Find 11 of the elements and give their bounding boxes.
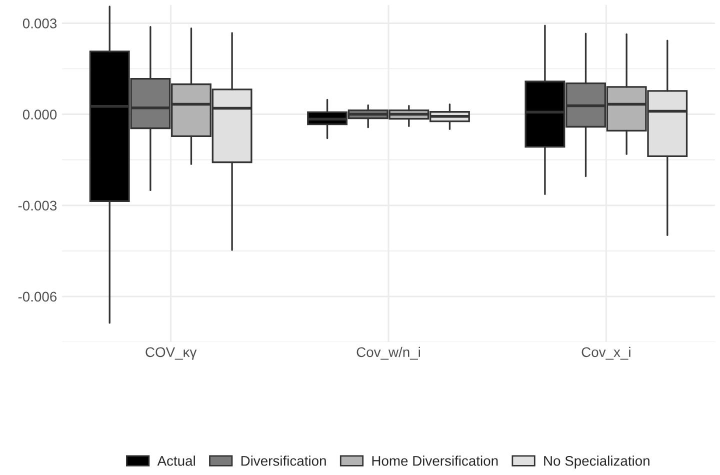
legend-label: Actual: [157, 456, 195, 466]
x-tick-label: Cov_w/n_i: [356, 346, 420, 360]
legend-label: No Specialization: [544, 456, 650, 469]
x-tick-label: Cov_x_i: [582, 346, 630, 360]
legend-label: Home Diversification: [372, 456, 498, 466]
y-tick-label: 0.003: [22, 18, 57, 28]
legend-label: Diversification: [241, 456, 326, 466]
y-tick-label: 0.000: [22, 110, 57, 120]
y-tick-label: -0.006: [18, 292, 57, 302]
y-tick-label: -0.003: [18, 200, 57, 211]
x-tick-label: COV_κγ: [146, 347, 197, 360]
